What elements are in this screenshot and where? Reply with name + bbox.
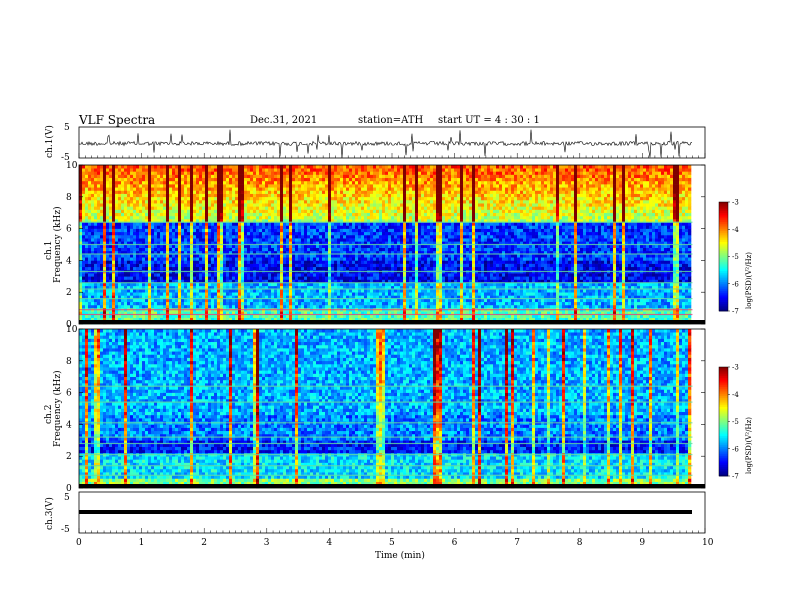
- xtick-label: 6: [452, 538, 458, 548]
- time-xaxis: 0 1 2 3 4 5 6 7 8 9 10: [76, 528, 714, 548]
- station-label: station=ATH: [358, 115, 424, 126]
- colorbar-tick-label: -4: [732, 391, 739, 399]
- start-ut-label: start UT = 4 : 30 : 1: [438, 115, 540, 126]
- ytick-label: 6: [66, 225, 72, 235]
- xtick-label: 9: [639, 538, 645, 548]
- xtick-label: 0: [76, 538, 82, 548]
- xtick-label: 3: [264, 538, 270, 548]
- colorbar-tick-label: -3: [732, 199, 739, 207]
- ytick-label: 10: [66, 161, 78, 171]
- xtick-label: 10: [702, 538, 714, 548]
- ch1-spectrogram-image: [79, 165, 705, 324]
- date-label: Dec.31, 2021: [250, 115, 317, 126]
- ch3-ylabel: ch.3(V): [44, 497, 55, 530]
- ch3-ytick-top: 5: [64, 493, 70, 503]
- ytick-label: 2: [66, 288, 72, 298]
- ch3-ytick-bottom: -5: [61, 525, 70, 535]
- ytick-label: 10: [66, 325, 78, 335]
- xtick-label: 2: [201, 538, 207, 548]
- ch1-xticks: [79, 153, 705, 158]
- ytick-label: 6: [66, 389, 72, 399]
- colorbar-tick-label: -6: [732, 445, 739, 453]
- colorbar-tick-label: -6: [732, 280, 739, 288]
- colorbar-tick-label: -4: [732, 226, 739, 234]
- colorbar-tick-label: -7: [732, 473, 739, 481]
- ch2-spectrogram-image: [79, 329, 705, 488]
- xtick-label: 5: [389, 538, 395, 548]
- ch1-ytick-top: 5: [64, 123, 70, 133]
- ch1-frequency-label: Frequency (kHz): [52, 206, 63, 283]
- ch1-waveform-line: [79, 130, 692, 158]
- ytick-label: 2: [66, 452, 72, 462]
- vlf-spectra-figure: VLF Spectra Dec.31, 2021 station=ATH sta…: [0, 0, 792, 612]
- ch2-frequency-label: Frequency (kHz): [52, 370, 63, 447]
- xtick-label: 7: [514, 538, 520, 548]
- ch3-waveform-panel: 5 -5 ch.3(V) 0 1 2 3 4 5 6 7 8 9 10: [44, 492, 714, 548]
- colorbar-tick-label: -3: [732, 364, 739, 372]
- colorbar-label: log(PSD)(V²/Hz): [745, 417, 753, 474]
- ytick-label: 4: [66, 256, 72, 266]
- ytick-label: 4: [66, 420, 72, 430]
- ch2-colorbar: -3 -4 -5 -6 -7 log(PSD)(V²/Hz): [719, 364, 753, 481]
- ytick-label: 8: [66, 193, 72, 203]
- colorbar-tick-label: -7: [732, 308, 739, 316]
- ytick-label: 8: [66, 357, 72, 367]
- colorbar-tick-label: -5: [732, 418, 739, 426]
- ch1-ylabel: ch.1(V): [44, 125, 55, 158]
- xaxis-label: Time (min): [375, 550, 425, 561]
- xtick-label: 8: [577, 538, 583, 548]
- colorbar-label: log(PSD)(V²/Hz): [745, 252, 753, 309]
- xtick-label: 4: [326, 538, 332, 548]
- xtick-label: 1: [139, 538, 145, 548]
- colorbar-tick-label: -5: [732, 253, 739, 261]
- ch1-waveform-panel: 5 -5 ch.1(V): [44, 123, 705, 163]
- ch1-colorbar: -3 -4 -5 -6 -7 log(PSD)(V²/Hz): [719, 199, 753, 316]
- figure-title: VLF Spectra: [78, 113, 155, 127]
